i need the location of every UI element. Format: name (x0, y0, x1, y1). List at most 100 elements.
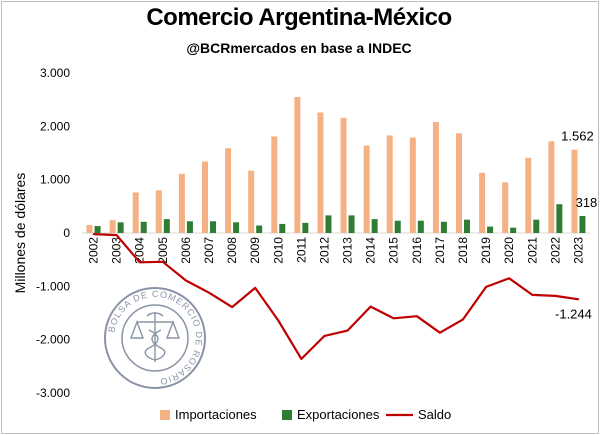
chart-subtitle: @BCRmercados en base a INDEC (186, 40, 412, 56)
saldo-point (531, 294, 534, 296)
saldo-point (462, 318, 464, 321)
bar-importaciones (86, 225, 93, 233)
bar-importaciones (363, 145, 370, 233)
bar-importaciones (456, 133, 462, 233)
bar-exportaciones (556, 204, 563, 233)
x-tick-label: 2008 (225, 237, 239, 264)
saldo-point (346, 329, 349, 332)
legend-label-saldo: Saldo (418, 407, 451, 422)
bar-importaciones (479, 172, 486, 233)
bar-importaciones (386, 135, 393, 233)
saldo-point (92, 233, 95, 235)
saldo-point (369, 305, 372, 308)
bar-importaciones (155, 190, 162, 233)
bar-importaciones (432, 122, 439, 233)
saldo-point (577, 298, 580, 301)
saldo-point (277, 319, 280, 322)
bar-importaciones (571, 149, 578, 233)
bar-importaciones (548, 141, 555, 233)
legend-label-exportaciones: Exportaciones (297, 407, 380, 422)
data-label: 1.562 (561, 129, 594, 144)
x-tick-label: 2019 (479, 237, 493, 264)
x-tick-label: 2010 (271, 237, 285, 264)
bar-exportaciones (325, 215, 332, 233)
x-tick-label: 2020 (502, 237, 516, 264)
bar-exportaciones (94, 226, 101, 233)
legend-swatch-exportaciones (282, 410, 292, 420)
saldo-point (208, 291, 210, 294)
bar-importaciones (340, 117, 347, 233)
bar-exportaciones (440, 221, 447, 233)
bar-exportaciones (279, 223, 286, 233)
x-tick-label: 2017 (433, 237, 447, 264)
saldo-point (416, 315, 418, 318)
saldo-point (231, 306, 233, 308)
bar-exportaciones (210, 221, 216, 233)
chart-title: Comercio Argentina-México (146, 4, 452, 31)
bar-exportaciones (487, 226, 494, 233)
bar-importaciones (202, 161, 208, 233)
watermark-seal: BOLSA DE COMERCIO DE ROSARIO (104, 287, 206, 389)
y-tick-label: 1.000 (40, 173, 70, 187)
y-tick-label: -1.000 (36, 279, 70, 293)
y-tick-label: 3.000 (40, 66, 70, 80)
bar-exportaciones (348, 215, 355, 233)
saldo-point (485, 286, 487, 288)
bar-exportaciones (579, 216, 586, 233)
bar-importaciones (271, 136, 278, 233)
bar-exportaciones (533, 219, 540, 233)
x-tick-label: 2011 (294, 237, 308, 263)
bar-importaciones (294, 97, 301, 233)
bar-importaciones (225, 148, 232, 233)
x-tick-label: 2015 (387, 237, 401, 264)
bar-importaciones (132, 192, 139, 233)
x-tick-label: 2014 (364, 237, 378, 264)
y-tick-label: 0 (63, 226, 70, 240)
bar-exportaciones (117, 222, 124, 233)
x-tick-label: 2013 (341, 237, 355, 264)
bar-importaciones (409, 137, 416, 233)
saldo-line (93, 233, 579, 360)
saldo-point (254, 287, 256, 289)
bar-importaciones (525, 157, 532, 233)
bar-exportaciones (163, 219, 170, 233)
saldo-point (138, 261, 141, 264)
x-tick-label: 2009 (248, 237, 262, 264)
x-tick-label: 2005 (156, 237, 170, 264)
x-tick-label: 2022 (548, 237, 562, 264)
x-tick-label: 2004 (133, 237, 147, 264)
bar-exportaciones (371, 219, 378, 233)
x-tick-label: 2021 (525, 237, 539, 264)
y-tick-label: -3.000 (36, 386, 70, 400)
saldo-point (162, 261, 164, 263)
bar-exportaciones (510, 227, 517, 233)
saldo-point (300, 358, 303, 360)
x-tick-label: 2006 (179, 237, 193, 264)
saldo-point (508, 277, 510, 280)
x-tick-label: 2018 (456, 237, 470, 264)
data-label: -1.244 (555, 306, 592, 321)
bar-importaciones (317, 112, 324, 233)
caduceus-scale-seal-icon (129, 312, 181, 362)
bar-importaciones (109, 220, 116, 233)
y-tick-label: -2.000 (36, 333, 70, 347)
saldo-point (554, 295, 557, 297)
bar-exportaciones (140, 221, 147, 233)
bar-importaciones (248, 170, 255, 233)
data-label: 318 (576, 195, 598, 210)
bar-exportaciones (394, 220, 401, 233)
bar-exportaciones (302, 222, 309, 233)
x-tick-label: 2003 (110, 237, 124, 264)
x-tick-label: 2007 (202, 237, 216, 264)
saldo-point (185, 279, 187, 282)
saldo-point (439, 331, 441, 334)
legend-swatch-importaciones (160, 410, 170, 420)
bar-exportaciones (233, 222, 240, 233)
y-tick-label: 2.000 (40, 119, 70, 133)
bar-importaciones (178, 173, 185, 233)
x-tick-label: 2016 (410, 237, 424, 264)
bar-exportaciones (417, 220, 424, 233)
y-axis-label: Millones de dólares (12, 173, 28, 294)
bar-exportaciones (464, 219, 470, 233)
